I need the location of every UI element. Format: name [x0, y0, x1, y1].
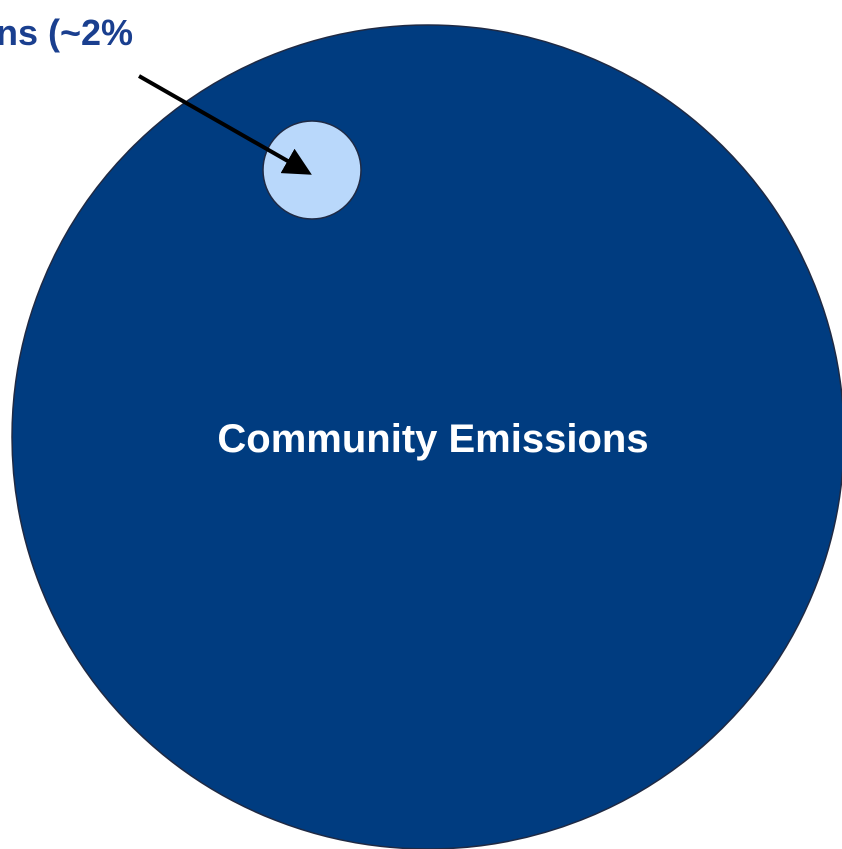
callout-label: ns (~2% — [0, 12, 133, 53]
callout-arrow — [138, 74, 312, 175]
community-emissions-label: Community Emissions — [217, 417, 648, 461]
community-emissions-circle — [11, 24, 842, 849]
government-emissions-circle — [262, 120, 362, 220]
